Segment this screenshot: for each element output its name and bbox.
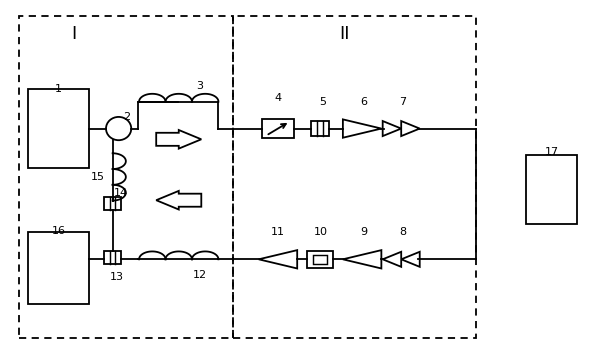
Text: 13: 13 (110, 271, 124, 282)
Polygon shape (401, 252, 420, 267)
Bar (311, 121, 329, 136)
Bar (526, 155, 577, 225)
Polygon shape (259, 250, 297, 269)
Polygon shape (383, 252, 401, 267)
Polygon shape (383, 121, 401, 136)
Bar (104, 251, 121, 264)
Text: 7: 7 (399, 97, 406, 107)
Polygon shape (156, 130, 201, 149)
Polygon shape (343, 250, 381, 269)
Text: 10: 10 (314, 227, 328, 238)
Text: 17: 17 (544, 147, 559, 157)
Polygon shape (156, 191, 201, 209)
Bar (262, 119, 294, 138)
Text: 8: 8 (399, 227, 406, 238)
Polygon shape (401, 121, 420, 136)
Text: I: I (71, 25, 76, 43)
Text: 15: 15 (91, 172, 104, 182)
Text: 5: 5 (319, 97, 326, 107)
Text: 6: 6 (360, 97, 367, 107)
Text: 3: 3 (196, 81, 204, 91)
Text: II: II (339, 25, 349, 43)
Text: 11: 11 (271, 227, 285, 238)
Polygon shape (343, 119, 381, 138)
Text: 1: 1 (55, 84, 62, 94)
Text: 2: 2 (123, 113, 130, 122)
Text: 14: 14 (114, 188, 127, 198)
Bar (307, 251, 333, 268)
Ellipse shape (106, 117, 131, 140)
Bar (28, 89, 89, 168)
Text: 12: 12 (193, 270, 207, 280)
Bar (104, 197, 121, 210)
Text: 4: 4 (274, 93, 281, 103)
Bar (28, 232, 89, 304)
Bar (313, 255, 327, 264)
Text: 16: 16 (51, 226, 65, 236)
Text: 9: 9 (360, 227, 367, 238)
